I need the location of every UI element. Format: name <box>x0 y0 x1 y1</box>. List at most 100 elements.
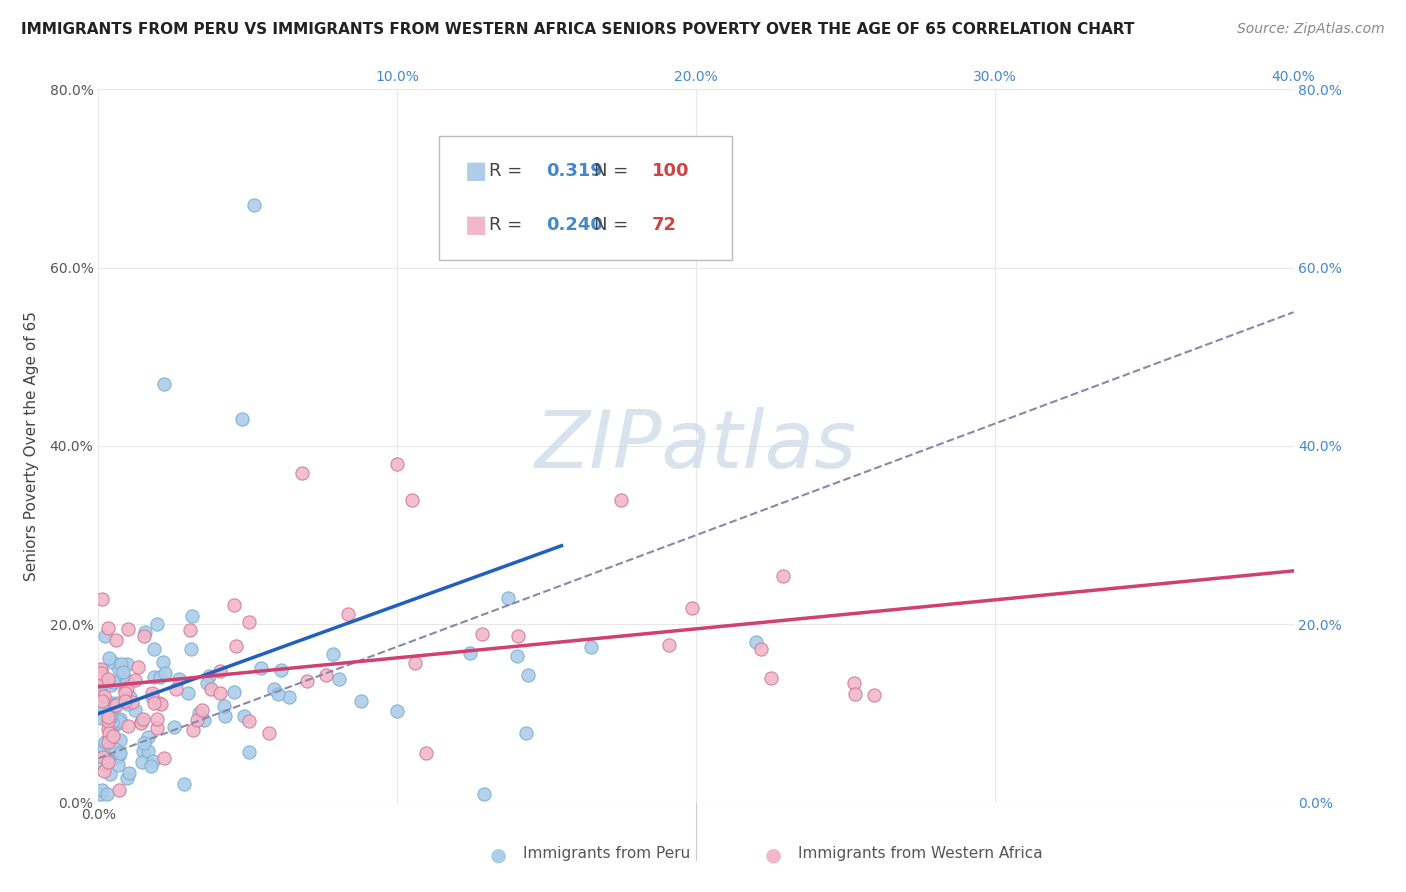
Point <box>108 732 131 747</box>
Point <box>142 754 165 768</box>
Point <box>772 569 794 583</box>
Point <box>517 667 540 681</box>
Point <box>149 670 172 684</box>
Point <box>180 642 202 657</box>
Point <box>108 662 131 676</box>
Point <box>108 712 131 726</box>
Point <box>759 671 782 685</box>
Point <box>214 709 236 723</box>
Text: 100: 100 <box>652 162 689 180</box>
Point <box>243 198 266 212</box>
Point <box>238 714 260 729</box>
Point <box>506 648 529 663</box>
Point <box>198 669 221 683</box>
Point <box>117 681 139 695</box>
Point <box>163 720 186 734</box>
Point <box>97 737 120 751</box>
Point <box>863 688 886 702</box>
Point <box>90 662 112 676</box>
Point <box>222 599 245 613</box>
Point <box>131 755 153 769</box>
Point <box>103 657 125 671</box>
Text: N =: N = <box>595 216 634 234</box>
Point <box>132 735 155 749</box>
Point <box>124 703 146 717</box>
Text: N =: N = <box>595 162 634 180</box>
Point <box>115 657 138 672</box>
Point <box>270 664 292 678</box>
Point <box>121 695 143 709</box>
Point <box>90 672 112 686</box>
Point <box>143 642 166 657</box>
Point <box>90 677 112 691</box>
Point <box>115 771 138 785</box>
Point <box>190 703 212 717</box>
Point <box>165 681 187 696</box>
Text: ■: ■ <box>465 213 488 236</box>
Point <box>610 492 633 507</box>
Point <box>97 672 120 686</box>
Point <box>263 682 285 697</box>
Point <box>143 670 166 684</box>
Point <box>153 750 176 764</box>
Text: 0.319: 0.319 <box>547 162 603 180</box>
Point <box>114 686 136 700</box>
Point <box>91 694 114 708</box>
Point <box>322 647 344 661</box>
Point <box>153 376 176 391</box>
Point <box>404 656 426 670</box>
Point <box>104 748 127 763</box>
Point <box>188 706 211 720</box>
Point <box>267 687 290 701</box>
Point <box>100 696 122 710</box>
Point <box>114 694 136 708</box>
Point <box>212 698 235 713</box>
Point <box>291 466 314 480</box>
Point <box>231 412 253 426</box>
Point <box>149 697 172 711</box>
Point <box>91 698 114 713</box>
Point <box>104 632 127 647</box>
Point <box>315 668 337 682</box>
Point <box>506 629 529 643</box>
Point <box>90 663 112 677</box>
Point <box>179 623 201 637</box>
Point <box>93 741 115 756</box>
Point <box>153 665 176 680</box>
Point <box>96 755 118 769</box>
Text: ●: ● <box>491 846 508 864</box>
Point <box>103 674 125 689</box>
Point <box>844 687 866 701</box>
Point <box>401 492 423 507</box>
Text: R =: R = <box>489 162 529 180</box>
Point <box>100 678 122 692</box>
Point <box>277 690 299 704</box>
Point <box>105 696 128 710</box>
Point <box>842 676 865 690</box>
Point <box>110 657 132 671</box>
Point <box>225 639 247 653</box>
Point <box>90 687 112 701</box>
Point <box>222 685 245 699</box>
Point <box>104 742 127 756</box>
Point <box>297 674 319 689</box>
Point <box>193 713 215 727</box>
Point <box>141 690 163 704</box>
Point <box>114 682 136 697</box>
Point <box>93 764 115 778</box>
Point <box>141 686 163 700</box>
Point <box>108 783 131 797</box>
Point <box>385 704 409 718</box>
Point <box>146 721 169 735</box>
Text: Source: ZipAtlas.com: Source: ZipAtlas.com <box>1237 22 1385 37</box>
Point <box>107 714 129 729</box>
Point <box>259 725 281 739</box>
Point <box>91 750 114 764</box>
Point <box>136 730 159 744</box>
Point <box>98 766 121 780</box>
Point <box>120 690 142 704</box>
Point <box>209 686 232 700</box>
Point <box>681 601 703 615</box>
Point <box>104 699 127 714</box>
Point <box>115 673 138 688</box>
